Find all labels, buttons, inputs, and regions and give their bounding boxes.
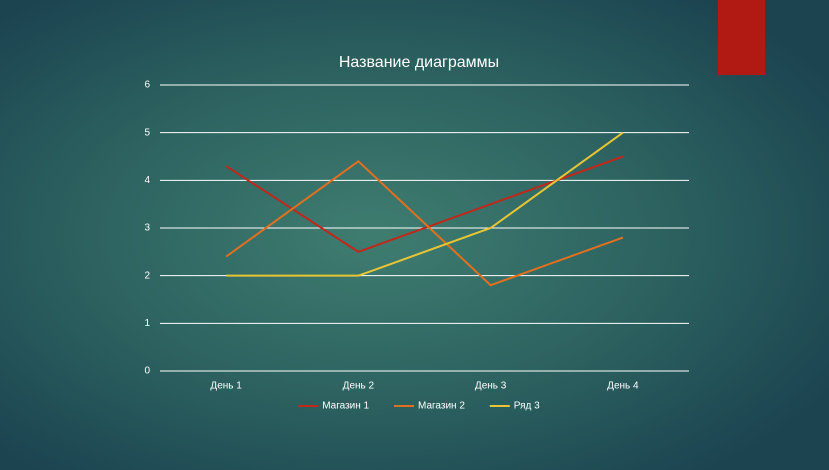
legend-label: Ряд 3 [514,401,540,412]
y-tick-label: 4 [144,175,150,186]
series-line [225,159,624,287]
legend-label: Магазин 1 [322,401,369,412]
x-tick-label: День 3 [475,381,507,392]
chart-title: Название диаграммы [339,54,499,71]
y-tick-label: 0 [144,366,150,377]
legend-label: Магазин 2 [418,401,465,412]
y-tick-label: 1 [144,318,150,329]
series-line [226,131,624,277]
y-tick-label: 6 [144,80,150,91]
y-tick-label: 5 [144,127,150,138]
y-tick-label: 2 [144,270,150,281]
accent-block [718,0,765,75]
x-tick-label: День 4 [607,381,639,392]
x-tick-label: День 2 [343,381,375,392]
x-tick-label: День 1 [210,381,242,392]
y-tick-label: 3 [144,223,150,234]
